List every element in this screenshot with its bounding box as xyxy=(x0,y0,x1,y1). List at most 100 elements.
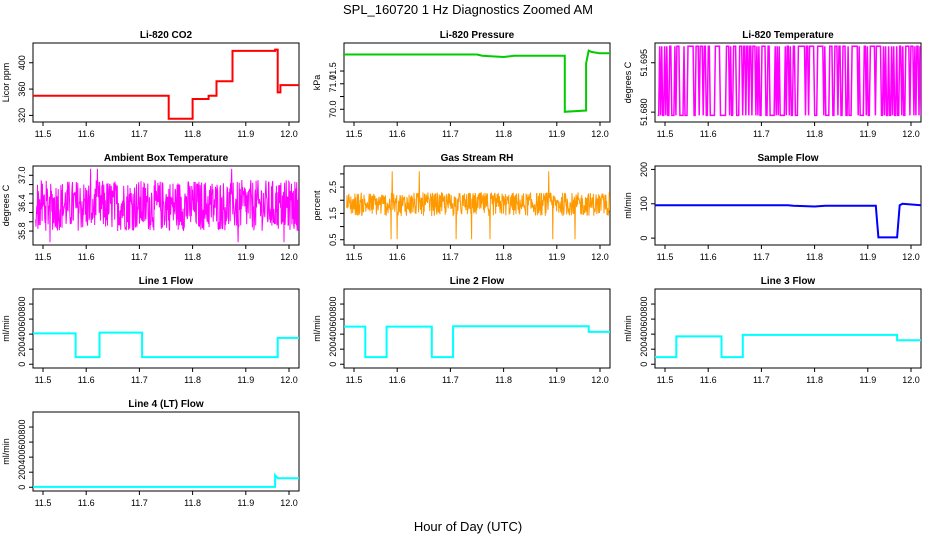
y-tick-label: 400 xyxy=(17,327,27,342)
plot-frame xyxy=(32,42,300,123)
x-tick-label: 11.6 xyxy=(389,375,406,385)
data-group xyxy=(655,333,921,359)
y-axis-label: degrees C xyxy=(1,184,11,226)
panel-title: Gas Stream RH xyxy=(441,153,514,164)
y-tick-label: 200 xyxy=(639,162,649,177)
x-tick-label: 11.6 xyxy=(700,252,717,262)
x-tick-label: 11.7 xyxy=(131,375,148,385)
x-tick-label: 11.6 xyxy=(78,129,95,139)
panel-9: Line 3 Flow ml/min 11.5 11.6 11.7 11.8 11.9 12.… xyxy=(623,276,922,385)
panels-group: Li-820 CO2 Licor ppm 11.5 11.6 11.7 11.8 11.9 1… xyxy=(1,30,922,508)
panel-5: Gas Stream RH percent 11.5 11.6 11.7 11.8 11.9… xyxy=(312,153,611,262)
y-tick-label: 51.680 xyxy=(639,98,649,126)
y-tick-label: 0 xyxy=(17,362,27,367)
y-axis-label: ml/min xyxy=(1,315,11,342)
y-axis-label: percent xyxy=(312,190,322,221)
x-tick-label: 11.6 xyxy=(78,498,95,508)
y-axis-label: ml/min xyxy=(1,438,11,465)
x-tick-label: 11.8 xyxy=(184,498,201,508)
data-group xyxy=(33,48,299,120)
y-axis-label: ml/min xyxy=(623,192,633,219)
x-tick-label: 11.7 xyxy=(442,252,459,262)
x-tick-label: 11.9 xyxy=(237,129,254,139)
x-tick-label: 11.7 xyxy=(753,375,770,385)
series-line xyxy=(344,325,610,359)
plot-frame xyxy=(343,288,611,369)
y-tick-label: 1.5 xyxy=(328,207,338,220)
plot-frame xyxy=(32,411,300,492)
x-tick-label: 11.5 xyxy=(35,498,52,508)
y-tick-label: 600 xyxy=(17,435,27,450)
x-tick-label: 11.9 xyxy=(859,129,876,139)
x-tick-label: 11.8 xyxy=(184,375,201,385)
y-tick-label: 70.0 xyxy=(328,100,338,118)
series-line xyxy=(33,48,299,120)
y-axis-label: ml/min xyxy=(312,315,322,342)
x-tick-label: 11.7 xyxy=(753,252,770,262)
x-tick-label: 11.5 xyxy=(35,252,52,262)
y-tick-label: 800 xyxy=(17,297,27,312)
x-tick-label: 11.9 xyxy=(548,129,565,139)
x-tick-label: 12.0 xyxy=(902,252,920,262)
y-tick-label: 0 xyxy=(639,236,649,241)
x-tick-label: 11.9 xyxy=(237,375,254,385)
x-tick-label: 11.7 xyxy=(131,129,148,139)
y-tick-label: 200 xyxy=(328,342,338,357)
y-tick-label: 0 xyxy=(328,362,338,367)
x-tick-label: 11.7 xyxy=(131,252,148,262)
y-tick-label: 320 xyxy=(17,108,27,123)
data-group xyxy=(655,202,921,239)
x-tick-label: 12.0 xyxy=(280,375,298,385)
series-line xyxy=(35,168,299,243)
y-tick-label: 200 xyxy=(639,342,649,357)
y-tick-label: 800 xyxy=(17,420,27,435)
x-tick-label: 12.0 xyxy=(280,498,298,508)
x-tick-label: 11.5 xyxy=(657,252,674,262)
x-tick-label: 11.9 xyxy=(859,375,876,385)
x-tick-label: 11.9 xyxy=(859,252,876,262)
x-tick-label: 11.8 xyxy=(806,375,823,385)
panel-title: Line 4 (LT) Flow xyxy=(128,399,204,410)
y-tick-label: 600 xyxy=(17,312,27,327)
x-tick-label: 11.9 xyxy=(548,375,565,385)
data-group xyxy=(657,45,921,117)
x-tick-label: 11.6 xyxy=(700,375,717,385)
x-tick-label: 12.0 xyxy=(591,252,609,262)
figure-xlabel: Hour of Day (UTC) xyxy=(414,519,522,534)
y-tick-label: 100 xyxy=(639,196,649,211)
y-tick-label: 0 xyxy=(17,485,27,490)
series-line xyxy=(346,171,610,240)
x-tick-label: 11.8 xyxy=(184,129,201,139)
plot-frame xyxy=(343,42,611,123)
x-tick-label: 12.0 xyxy=(591,375,609,385)
x-tick-label: 11.5 xyxy=(35,375,52,385)
panel-title: Line 1 Flow xyxy=(139,276,194,287)
x-tick-label: 11.9 xyxy=(237,252,254,262)
x-tick-label: 11.8 xyxy=(495,129,512,139)
panel-title: Li-820 CO2 xyxy=(140,30,193,41)
y-tick-label: 600 xyxy=(328,312,338,327)
x-tick-label: 12.0 xyxy=(280,129,298,139)
x-tick-label: 11.9 xyxy=(237,498,254,508)
y-tick-label: 800 xyxy=(328,297,338,312)
y-tick-label: 51.695 xyxy=(639,49,649,77)
panel-6: Sample Flow ml/min 11.5 11.6 11.7 11.8 11.9 12.… xyxy=(623,153,922,262)
panel-title: Li-820 Temperature xyxy=(742,30,834,41)
series-line xyxy=(657,45,921,117)
x-tick-label: 11.5 xyxy=(657,129,674,139)
x-tick-label: 12.0 xyxy=(591,129,609,139)
panel-2: Li-820 Pressure kPa 11.5 11.6 11.7 11.8 11.9 12… xyxy=(312,30,611,139)
panel-3: Li-820 Temperature degrees C 11.5 11.6 11.7 1… xyxy=(623,30,922,139)
y-tick-label: 0.5 xyxy=(328,233,338,246)
y-tick-label: 35.8 xyxy=(17,222,27,240)
y-tick-label: 360 xyxy=(17,82,27,97)
y-tick-label: 37.0 xyxy=(17,167,27,185)
plot-frame xyxy=(343,165,611,246)
panel-title: Line 2 Flow xyxy=(450,276,505,287)
x-tick-label: 11.6 xyxy=(78,375,95,385)
panel-title: Sample Flow xyxy=(757,153,818,164)
x-tick-label: 11.5 xyxy=(657,375,674,385)
x-tick-label: 11.5 xyxy=(346,129,363,139)
x-tick-label: 11.7 xyxy=(442,129,459,139)
